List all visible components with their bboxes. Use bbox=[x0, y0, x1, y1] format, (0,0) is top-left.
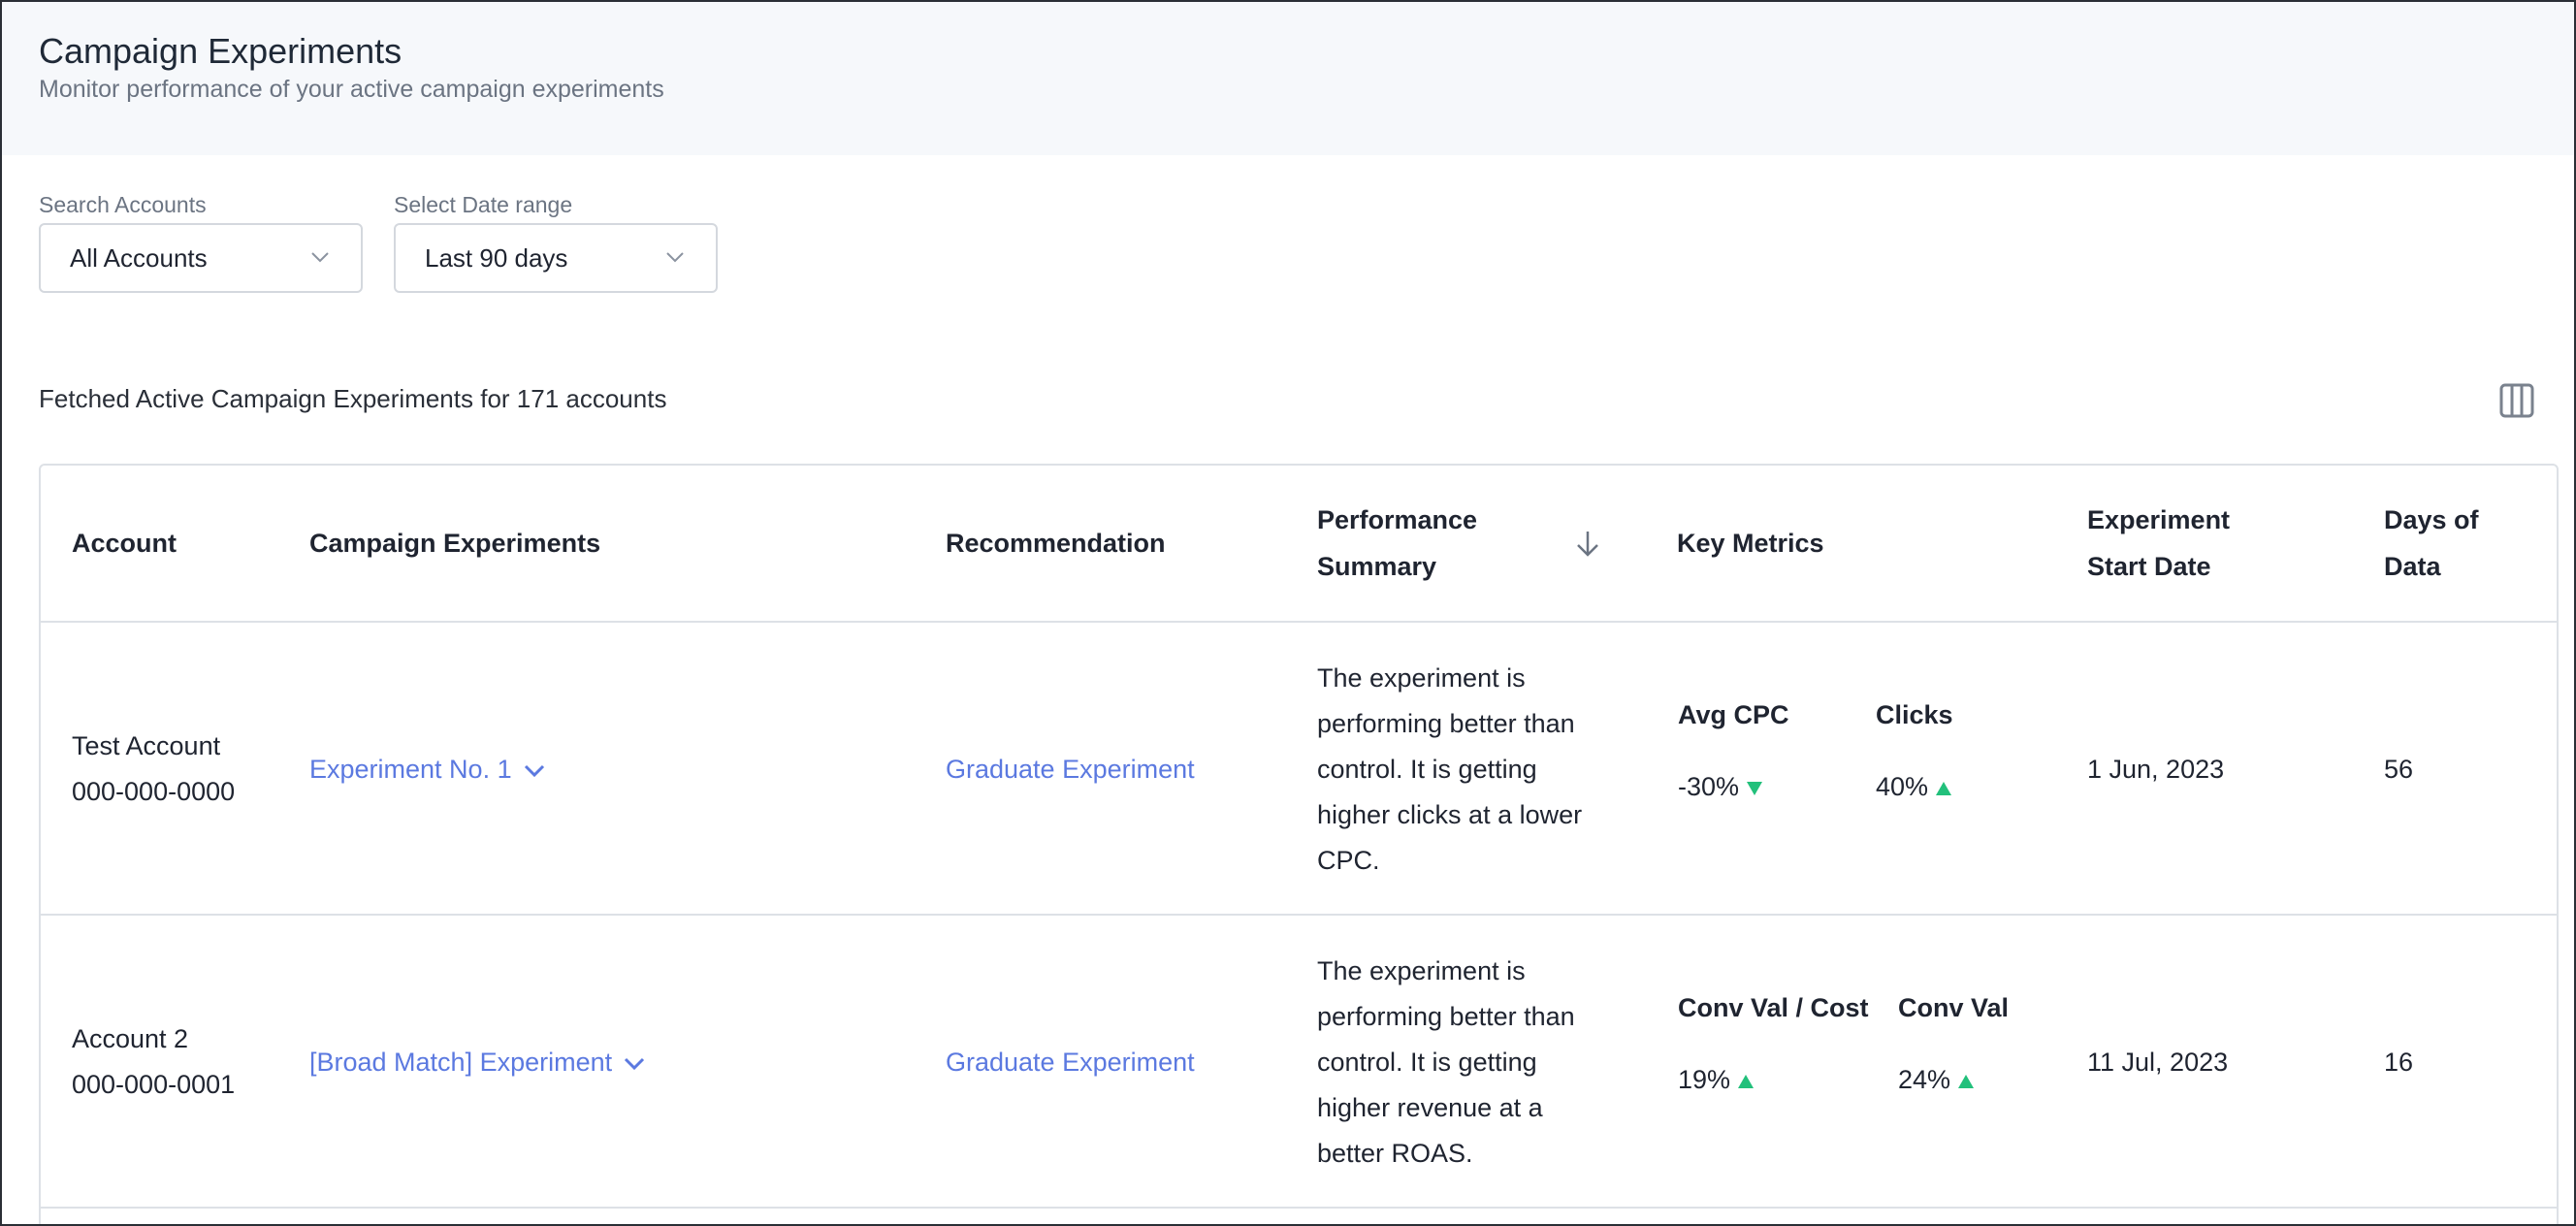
columns-icon[interactable] bbox=[2498, 382, 2535, 419]
date-range-filter-label: Select Date range bbox=[394, 192, 573, 217]
column-header-performance-summary-line2: Summary bbox=[1317, 552, 1437, 581]
experiment-cell: Experiment No. 1 bbox=[309, 747, 545, 792]
experiment-link[interactable]: Experiment No. 1 bbox=[309, 755, 512, 784]
page-subtitle: Monitor performance of your active campa… bbox=[39, 76, 664, 103]
column-header-recommendation[interactable]: Recommendation bbox=[946, 529, 1166, 558]
performance-summary: The experiment is performing better than… bbox=[1317, 656, 1582, 884]
experiment-link[interactable]: [Broad Match] Experiment bbox=[309, 1048, 613, 1077]
accounts-select[interactable]: All Accounts bbox=[39, 223, 363, 293]
chevron-down-icon[interactable] bbox=[624, 1057, 645, 1071]
triangle-up-icon bbox=[1936, 781, 1952, 795]
date-range-filter: Select Date range Last 90 days bbox=[394, 190, 718, 293]
column-header-campaign-experiments[interactable]: Campaign Experiments bbox=[309, 529, 601, 558]
arrow-down-icon[interactable] bbox=[1573, 528, 1602, 561]
column-header-days-of-data[interactable]: Days of Data bbox=[2384, 497, 2479, 590]
recommendation-link[interactable]: Graduate Experiment bbox=[946, 755, 1195, 784]
summary-line: The experiment is bbox=[1317, 956, 1526, 985]
table-header: Account Campaign Experiments Recommendat… bbox=[41, 466, 2557, 623]
metric-name: Conv Val bbox=[1898, 993, 2010, 1022]
metric-name: Avg CPC bbox=[1678, 700, 1789, 729]
metric-value: 19% bbox=[1678, 1065, 1755, 1095]
triangle-down-icon bbox=[1747, 781, 1763, 795]
summary-line: performing better than bbox=[1317, 1002, 1575, 1031]
metric-value-text: 40% bbox=[1876, 772, 1929, 801]
date-range-select-value: Last 90 days bbox=[425, 243, 568, 273]
account-id: 000-000-0000 bbox=[72, 777, 236, 806]
performance-summary: The experiment is performing better than… bbox=[1317, 949, 1575, 1177]
days-of-data: 56 bbox=[2384, 755, 2414, 784]
experiment-cell: [Broad Match] Experiment bbox=[309, 1040, 645, 1085]
metric-value: 40% bbox=[1876, 772, 1952, 802]
start-date: 11 Jul, 2023 bbox=[2087, 1048, 2229, 1077]
column-header-performance-summary-line1: Performance bbox=[1317, 505, 1478, 534]
start-date: 1 Jun, 2023 bbox=[2087, 755, 2225, 784]
chevron-down-icon bbox=[311, 252, 329, 263]
column-header-days-line2: Data bbox=[2384, 552, 2441, 581]
metric-value: 24% bbox=[1898, 1065, 1975, 1095]
metric-name: Conv Val / Cost bbox=[1678, 993, 1869, 1022]
account-cell: Account 2 000-000-0001 bbox=[72, 1016, 235, 1108]
metric-value: -30% bbox=[1678, 772, 1763, 802]
summary-line: better ROAS. bbox=[1317, 1139, 1473, 1168]
column-header-start-date-line2: Start Date bbox=[2087, 552, 2211, 581]
summary-line: higher clicks at a lower bbox=[1317, 800, 1583, 829]
page-title: Campaign Experiments bbox=[39, 31, 402, 71]
summary-line: performing better than bbox=[1317, 709, 1575, 738]
page-header: Campaign Experiments Monitor performance… bbox=[2, 2, 2574, 155]
column-header-performance-summary[interactable]: Performance Summary bbox=[1317, 497, 1477, 590]
fetch-status-text: Fetched Active Campaign Experiments for … bbox=[39, 384, 667, 413]
accounts-select-value: All Accounts bbox=[70, 243, 208, 273]
metric-value-text: 19% bbox=[1678, 1065, 1731, 1094]
experiments-table: Account Campaign Experiments Recommendat… bbox=[39, 464, 2559, 1224]
triangle-up-icon bbox=[1958, 1074, 1975, 1088]
account-cell: Test Account 000-000-0000 bbox=[72, 724, 235, 815]
summary-line: control. It is getting bbox=[1317, 1048, 1537, 1077]
column-header-days-line1: Days of bbox=[2384, 505, 2479, 534]
chevron-down-icon[interactable] bbox=[524, 764, 545, 778]
table-row: Account 2 000-000-0001 [Broad Match] Exp… bbox=[41, 916, 2557, 1209]
triangle-up-icon bbox=[1738, 1074, 1755, 1088]
chevron-down-icon bbox=[666, 252, 684, 263]
table-row: Test Account 000-000-0000 Experiment No.… bbox=[41, 623, 2557, 916]
account-name: Account 2 bbox=[72, 1024, 189, 1053]
accounts-filter: Search Accounts All Accounts bbox=[39, 190, 363, 293]
metric-value-text: -30% bbox=[1678, 772, 1740, 801]
summary-line: higher revenue at a bbox=[1317, 1093, 1543, 1122]
column-header-start-date[interactable]: Experiment Start Date bbox=[2087, 497, 2230, 590]
date-range-select[interactable]: Last 90 days bbox=[394, 223, 718, 293]
column-header-account[interactable]: Account bbox=[72, 529, 177, 558]
recommendation-link[interactable]: Graduate Experiment bbox=[946, 1048, 1195, 1077]
accounts-filter-label: Search Accounts bbox=[39, 192, 207, 217]
summary-line: control. It is getting bbox=[1317, 755, 1537, 784]
column-header-start-date-line1: Experiment bbox=[2087, 505, 2231, 534]
metric-value-text: 24% bbox=[1898, 1065, 1951, 1094]
column-header-key-metrics[interactable]: Key Metrics bbox=[1677, 529, 1824, 558]
metric-name: Clicks bbox=[1876, 700, 1953, 729]
days-of-data: 16 bbox=[2384, 1048, 2414, 1077]
summary-line: CPC. bbox=[1317, 846, 1380, 875]
summary-line: The experiment is bbox=[1317, 663, 1526, 693]
account-name: Test Account bbox=[72, 731, 221, 760]
account-id: 000-000-0001 bbox=[72, 1070, 236, 1099]
